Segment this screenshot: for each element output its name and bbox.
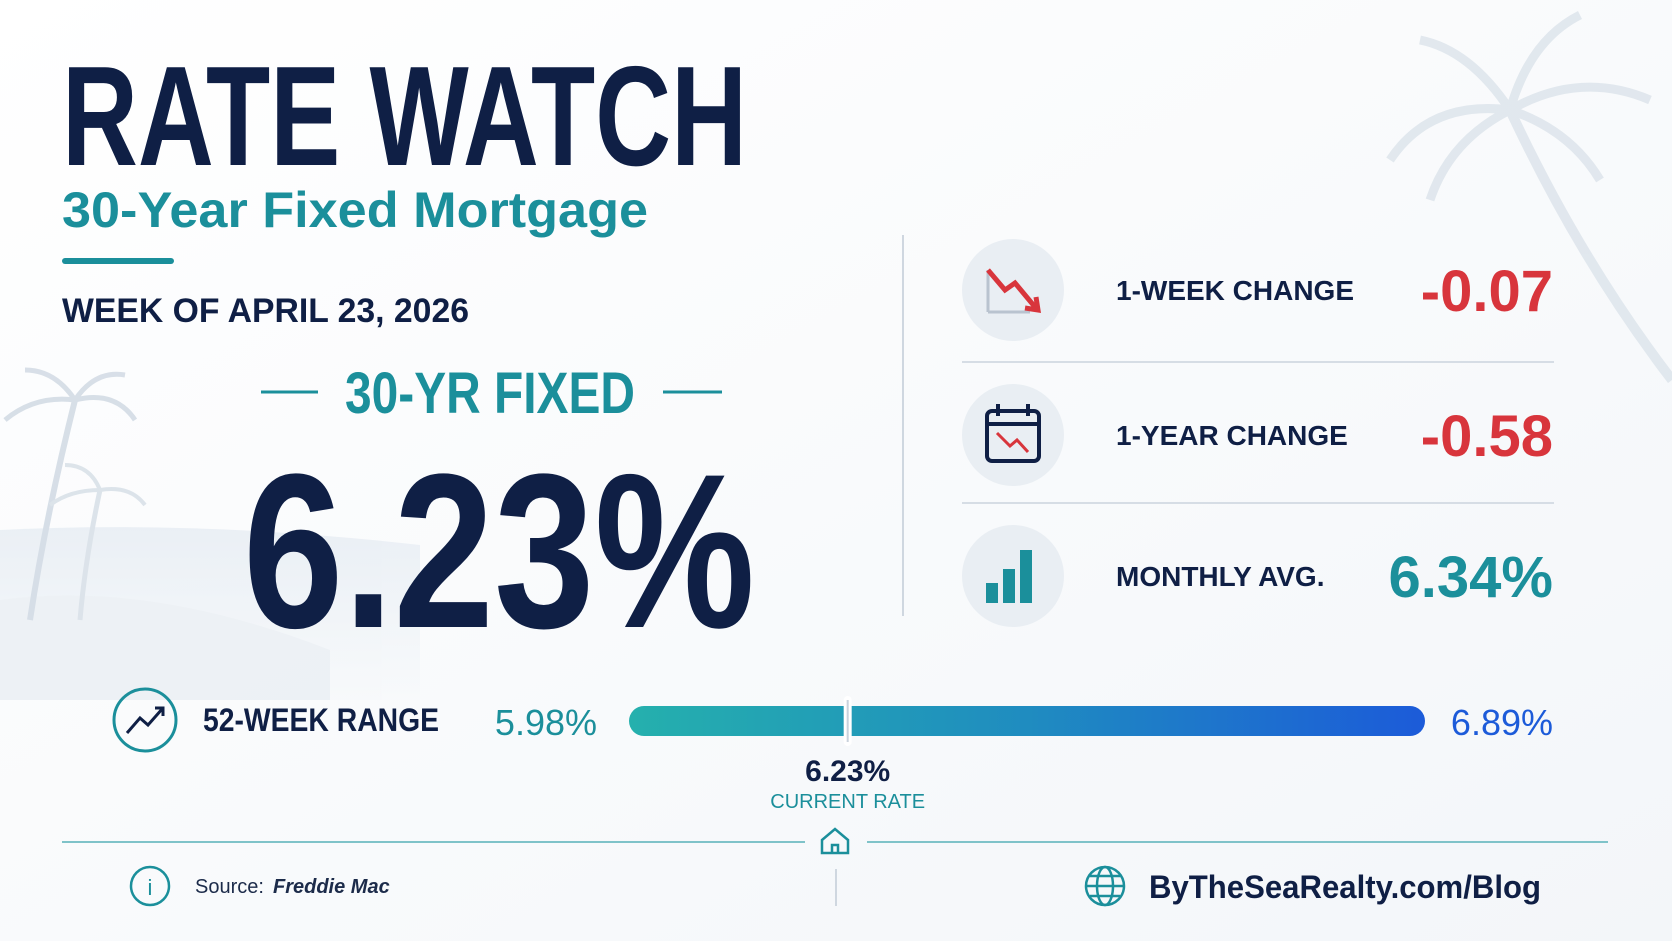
icon-down — [962, 239, 1064, 341]
range-label: 52-WEEK RANGE — [203, 702, 439, 738]
svg-text:i: i — [148, 875, 153, 900]
week: WEEK OF APRIL 23, 2026 — [62, 292, 469, 330]
title: RATE WATCH — [62, 37, 747, 196]
subtitle: 30-Year Fixed Mortgage — [62, 182, 648, 238]
source: Freddie Mac — [273, 876, 390, 898]
website[interactable]: ByTheSeaRealty.com/Blog — [1149, 869, 1541, 905]
current-value: 6.23% — [805, 755, 890, 788]
icon-bars — [962, 525, 1064, 627]
source-label: Source: — [195, 876, 264, 898]
rate-label: 30-YR FIXED — [345, 361, 635, 426]
beach-decoration — [0, 367, 420, 700]
palm-decoration — [1386, 10, 1672, 384]
stat-label: 1-WEEK CHANGE — [1116, 275, 1354, 306]
stat-value: -0.58 — [1421, 404, 1553, 469]
house-icon — [820, 827, 850, 855]
stat-label: MONTHLY AVG. — [1116, 561, 1324, 592]
icon-calendar — [962, 384, 1064, 486]
stat-label: 1-YEAR CHANGE — [1116, 420, 1348, 451]
info-icon: i — [129, 865, 171, 907]
current-label: CURRENT RATE — [770, 791, 925, 813]
range-high: 6.89% — [1451, 702, 1553, 743]
icon-trend — [112, 687, 178, 753]
stat-value: -0.07 — [1421, 259, 1553, 324]
range-low: 5.98% — [495, 702, 597, 743]
accent-bar — [62, 258, 174, 264]
range-bar — [629, 706, 1425, 736]
globe-icon — [1084, 865, 1126, 907]
rate-value: 6.23% — [243, 428, 755, 674]
stat-value: 6.34% — [1389, 545, 1553, 610]
